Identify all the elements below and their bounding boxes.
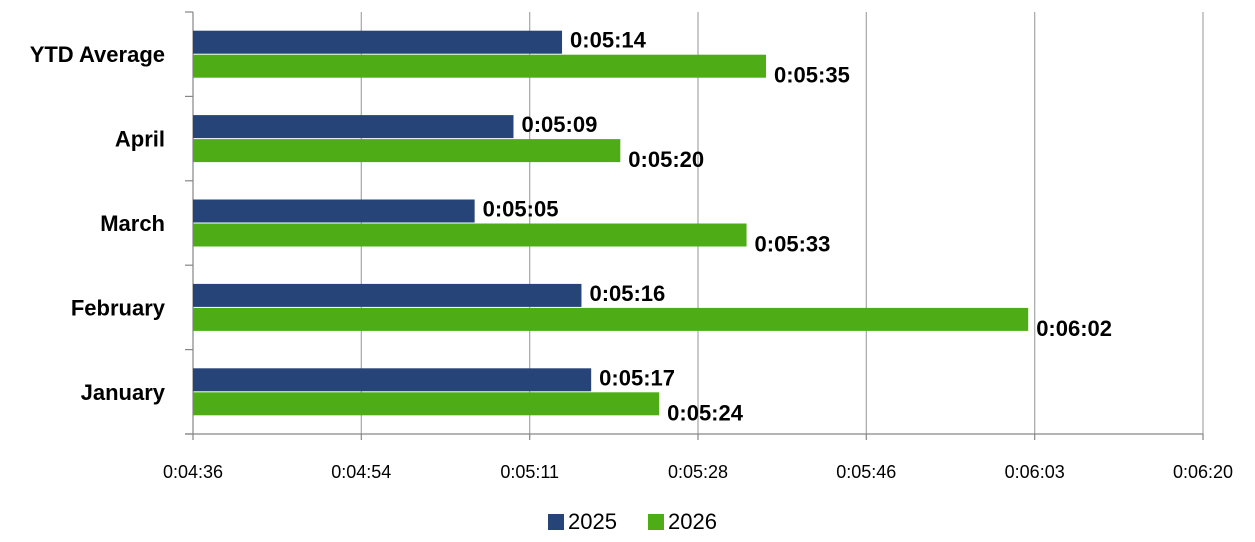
data-label: 0:05:24 bbox=[667, 400, 744, 425]
legend-label: 2025 bbox=[568, 509, 617, 534]
bar-2026 bbox=[193, 54, 766, 78]
gridlines bbox=[360, 12, 1204, 434]
bar-2025 bbox=[193, 115, 514, 139]
x-tick-label: 0:04:36 bbox=[163, 462, 223, 482]
category-label: YTD Average bbox=[30, 42, 165, 67]
bar-2025 bbox=[193, 199, 475, 223]
legend-swatch bbox=[648, 514, 664, 530]
category-label: January bbox=[81, 380, 166, 405]
x-tick-label: 0:05:11 bbox=[500, 462, 559, 482]
data-label: 0:05:35 bbox=[774, 63, 850, 88]
bar-2025 bbox=[193, 30, 563, 54]
legend: 2025 2026 bbox=[548, 509, 717, 534]
data-label: 0:06:02 bbox=[1036, 316, 1112, 341]
bars bbox=[193, 30, 1029, 416]
data-label: 0:05:14 bbox=[570, 28, 647, 53]
data-label: 0:05:16 bbox=[589, 281, 665, 306]
bar-2026 bbox=[193, 139, 621, 163]
category-label: April bbox=[115, 127, 165, 152]
legend-label: 2026 bbox=[668, 509, 717, 534]
x-tick-label: 0:05:46 bbox=[836, 462, 896, 482]
x-tick-label: 0:05:28 bbox=[668, 462, 728, 482]
bar-2025 bbox=[193, 368, 592, 392]
category-label: March bbox=[100, 211, 165, 236]
data-label: 0:05:09 bbox=[521, 112, 597, 137]
bar-2026 bbox=[193, 307, 1029, 331]
bar-2025 bbox=[193, 283, 582, 307]
data-labels: 0:05:17 0:05:24 0:05:16 0:06:02 0:05:05 0:05:… bbox=[483, 28, 1112, 426]
category-label: February bbox=[71, 295, 166, 320]
bar-2026 bbox=[193, 392, 660, 416]
x-tick-labels: 0:04:36 0:04:54 0:05:11 0:05:28 0:05:46 0:06:… bbox=[163, 462, 1233, 482]
bar-2026 bbox=[193, 223, 747, 247]
x-tick-label: 0:06:20 bbox=[1173, 462, 1233, 482]
x-tick-label: 0:06:03 bbox=[1005, 462, 1065, 482]
category-labels: January February March April YTD Average bbox=[30, 42, 166, 405]
data-label: 0:05:17 bbox=[599, 365, 675, 390]
data-label: 0:05:33 bbox=[755, 232, 831, 257]
data-label: 0:05:05 bbox=[483, 197, 559, 222]
data-label: 0:05:20 bbox=[628, 147, 704, 172]
legend-swatch bbox=[548, 514, 564, 530]
axes bbox=[185, 11, 1204, 440]
x-tick-label: 0:04:54 bbox=[331, 462, 391, 482]
